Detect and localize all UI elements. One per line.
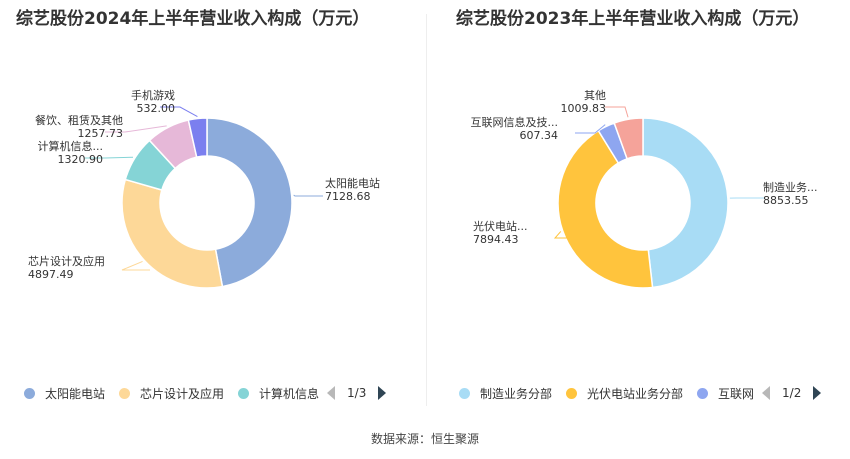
legend-item[interactable]: 太阳能电站 [24, 385, 105, 402]
leader-line [85, 156, 134, 159]
chart-title: 综艺股份2023年上半年营业收入构成（万元） [456, 9, 810, 29]
slice-category-label: 计算机信息... [38, 139, 104, 153]
leader-line [105, 125, 167, 133]
slice-category-label: 餐饮、租赁及其他 [35, 113, 123, 127]
slice-value-label: 8853.55 [763, 194, 809, 207]
donut-slice[interactable] [187, 117, 208, 159]
prev-page-icon[interactable] [327, 386, 336, 400]
donut-slice[interactable] [557, 129, 654, 289]
legend-item[interactable]: 制造业务分部 [459, 385, 552, 402]
leader-line [553, 231, 583, 239]
legend-item[interactable]: 光伏电站业务分部 [566, 385, 683, 402]
chart-panel-2023: 综艺股份2023年上半年营业收入构成（万元） 制造业务... 8853.55 光伏电… [425, 0, 850, 420]
legend-label: 芯片设计及应用 [140, 386, 225, 401]
legend-marker [24, 387, 35, 399]
leader-line [575, 124, 606, 134]
legend: 制造业务分部 光伏电站业务分部 互联网 1/2 [459, 383, 822, 403]
chart-panel-2024: 综艺股份2024年上半年营业收入构成（万元） 太阳能电站 7128.68 芯片设计及… [0, 0, 425, 420]
donut-slice[interactable] [206, 117, 293, 288]
slice-value-label: 532.00 [137, 102, 176, 115]
slice-value-label: 4897.49 [28, 268, 74, 281]
prev-page-icon[interactable] [762, 386, 771, 400]
leader-line [293, 194, 323, 197]
slice-category-label: 互联网信息及技... [471, 115, 559, 129]
legend-label: 太阳能电站 [45, 386, 106, 401]
slice-category-label: 太阳能电站 [325, 176, 380, 190]
slice-category-label: 制造业务... [763, 180, 818, 194]
legend-marker [238, 387, 250, 399]
legend-label: 制造业务分部 [480, 386, 553, 401]
legend-label: 互联网 [718, 386, 755, 401]
data-source-note: 数据来源：恒生聚源 [370, 432, 479, 446]
next-page-icon[interactable] [378, 386, 387, 400]
donut-chart-2023: 制造业务...8853.55 光伏电站...7894.43 互联网信息及技...60… [471, 89, 818, 289]
slice-value-label: 7128.68 [325, 190, 371, 203]
slice-value-label: 7894.43 [473, 233, 519, 246]
donut-slice[interactable] [613, 117, 644, 160]
leader-line [121, 260, 150, 271]
legend-pager: 1/3 [327, 386, 387, 400]
legend-item[interactable]: 互联网 [697, 385, 754, 402]
slice-value-label: 607.34 [520, 129, 559, 142]
slice-value-label: 1257.73 [78, 127, 124, 140]
chart-title: 综艺股份2024年上半年营业收入构成（万元） [16, 9, 370, 29]
legend-page-indicator: 1/3 [347, 386, 367, 400]
legend-marker [459, 387, 470, 399]
legend-marker [566, 387, 578, 399]
legend-pager: 1/2 [762, 386, 822, 400]
slice-value-label: 1320.90 [58, 153, 104, 166]
donut-slice[interactable] [121, 178, 224, 289]
donut-slice[interactable] [642, 117, 729, 289]
slice-category-label: 芯片设计及应用 [28, 254, 105, 268]
legend-label: 光伏电站业务分部 [587, 386, 684, 401]
legend-item[interactable]: 芯片设计及应用 [119, 385, 224, 402]
next-page-icon[interactable] [813, 386, 822, 400]
legend: 太阳能电站 芯片设计及应用 计算机信息 1/3 [24, 383, 387, 403]
legend-marker [697, 387, 709, 399]
legend-label: 计算机信息 [259, 386, 320, 401]
slice-category-label: 手机游戏 [131, 88, 175, 102]
legend-marker [119, 387, 131, 399]
legend-page-indicator: 1/2 [782, 386, 802, 400]
slice-category-label: 光伏电站... [473, 219, 528, 233]
panel-divider [426, 14, 427, 406]
slice-value-label: 1009.83 [561, 102, 607, 115]
leader-line [605, 106, 629, 118]
legend-item[interactable]: 计算机信息 [238, 385, 319, 402]
leader-line [160, 106, 198, 117]
slice-category-label: 其他 [584, 89, 606, 102]
